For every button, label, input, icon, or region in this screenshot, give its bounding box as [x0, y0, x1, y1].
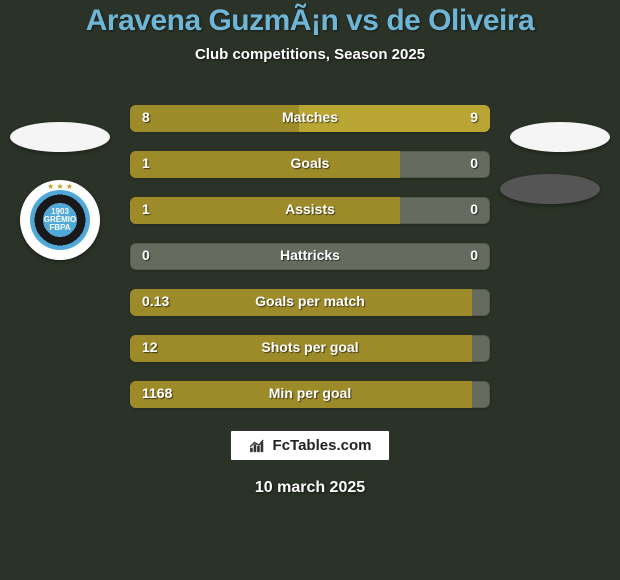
club-logo-left: ★ ★ ★ 1903 GRÊMIO FBPA [20, 180, 100, 260]
stat-row: Goals per match0.13 [130, 289, 490, 316]
stat-label: Hattricks [130, 247, 490, 263]
stat-row: Shots per goal12 [130, 335, 490, 362]
stat-value-left: 12 [142, 339, 158, 355]
stat-row: Matches8 9 [130, 105, 490, 132]
gremio-stars-icon: ★ ★ ★ [47, 182, 73, 191]
infographic-container: Aravena GuzmÃ¡n vs de Oliveira Club comp… [0, 0, 620, 580]
stat-value-left: 0.13 [142, 293, 169, 309]
stat-value-left: 0 [142, 247, 150, 263]
page-title: Aravena GuzmÃ¡n vs de Oliveira [86, 4, 535, 38]
stat-value-left: 1 [142, 201, 150, 217]
stat-row: Hattricks0 0 [130, 243, 490, 270]
subtitle: Club competitions, Season 2025 [195, 46, 425, 63]
stat-row: Min per goal1168 [130, 381, 490, 408]
stat-value-right: 0 [470, 201, 478, 217]
stat-label: Goals [130, 155, 490, 171]
chart-icon [249, 439, 267, 453]
brand-badge: FcTables.com [230, 430, 391, 461]
brand-text: FcTables.com [273, 437, 372, 454]
stat-label: Goals per match [130, 293, 490, 309]
stat-row: Assists1 0 [130, 197, 490, 224]
stat-label: Shots per goal [130, 339, 490, 355]
stat-label: Assists [130, 201, 490, 217]
gremio-badge: ★ ★ ★ 1903 GRÊMIO FBPA [30, 190, 90, 250]
stats-bars: Matches89Goals10Assists10Hattricks00Goal… [130, 105, 490, 408]
stat-value-left: 1 [142, 155, 150, 171]
player-photo-right [510, 122, 610, 152]
stat-value-left: 8 [142, 109, 150, 125]
stat-label: Matches [130, 109, 490, 125]
stat-value-right: 0 [470, 155, 478, 171]
club-logo-right [500, 174, 600, 204]
stat-value-left: 1168 [142, 385, 172, 401]
date-text: 10 march 2025 [255, 479, 365, 497]
stat-row: Goals1 0 [130, 151, 490, 178]
stat-value-right: 0 [470, 247, 478, 263]
gremio-text: 1903 GRÊMIO FBPA [44, 208, 76, 232]
stat-label: Min per goal [130, 385, 490, 401]
stat-value-right: 9 [470, 109, 478, 125]
player-photo-left [10, 122, 110, 152]
